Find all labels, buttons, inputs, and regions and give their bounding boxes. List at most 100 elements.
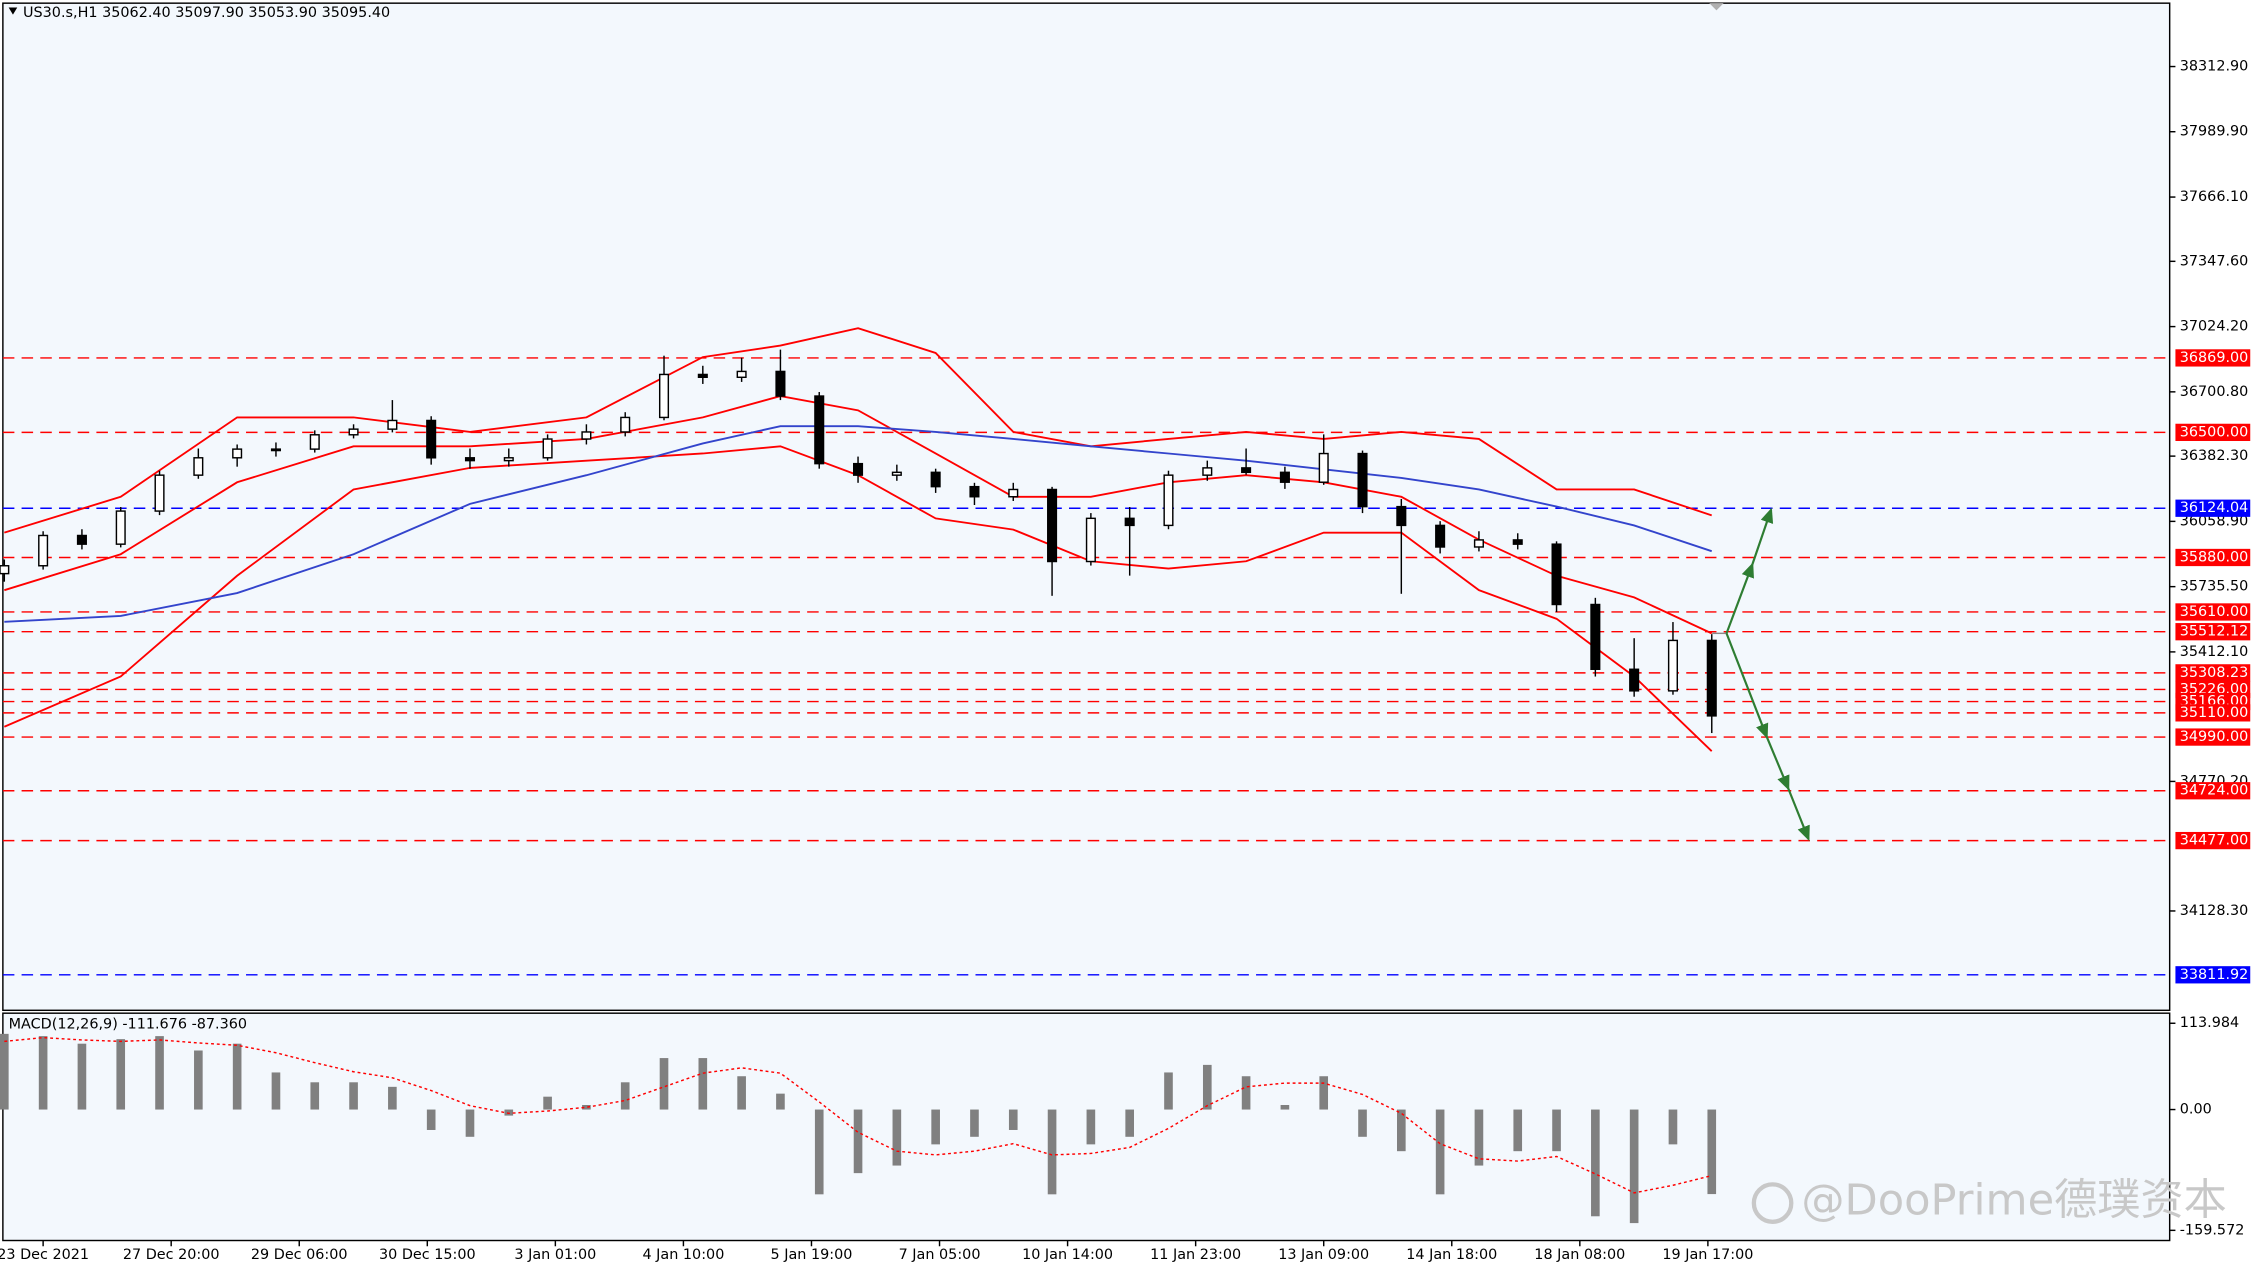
candle-body (1512, 539, 1523, 545)
candle-body (1318, 452, 1329, 483)
level-label-box (2175, 623, 2251, 641)
candle-body (464, 457, 476, 462)
chart-title: US30.s,H1 35062.40 35097.90 35053.90 350… (23, 5, 390, 21)
macd-bar (1358, 1109, 1367, 1137)
macd-bar (349, 1082, 358, 1110)
y-tick-label: 34128.30 (2180, 903, 2249, 919)
candle-body (1241, 467, 1252, 474)
macd-bar (1008, 1109, 1018, 1130)
macd-bar (232, 1043, 242, 1110)
candle-body (1590, 603, 1601, 670)
macd-bar (194, 1050, 203, 1110)
macd-bar (310, 1082, 320, 1110)
macd-bar (77, 1043, 87, 1110)
y-tick-label: 37989.90 (2180, 124, 2249, 140)
macd-bar (1435, 1109, 1445, 1195)
y-tick-label: 38312.90 (2180, 59, 2249, 75)
macd-bar (1552, 1109, 1561, 1152)
candle-body (1279, 471, 1290, 483)
level-label-box (2175, 664, 2251, 682)
level-label: 35110.00 (2180, 705, 2249, 721)
macd-bar (892, 1109, 902, 1166)
arrow (1725, 562, 1754, 634)
macd-y-tick-label: 0.00 (2180, 1102, 2212, 1118)
candle-body (697, 373, 708, 378)
macd-bar (1319, 1076, 1329, 1110)
logo (1751, 1182, 1794, 1224)
y-tick-label: 37024.20 (2180, 319, 2249, 335)
candle-body (658, 373, 670, 419)
x-tick-label: 4 Jan 10:00 (642, 1247, 724, 1263)
candle-body (193, 457, 204, 476)
level-label-box (2175, 548, 2251, 567)
candle-body (0, 565, 10, 575)
collapse-icon[interactable] (8, 7, 18, 15)
x-tick-label: 19 Jan 17:00 (1662, 1247, 1753, 1263)
macd-bar (1047, 1109, 1057, 1195)
plot: 38312.90 37989.90 37666.10 37347.60 37024.20… (0, 59, 2251, 1263)
macd-bar (426, 1109, 436, 1130)
candle-body (620, 416, 631, 433)
macd-bar (1629, 1109, 1639, 1224)
candle-body (1047, 488, 1058, 563)
macd-bar (38, 1036, 48, 1110)
candle-body (1667, 639, 1678, 692)
macd-bar (116, 1039, 126, 1110)
y-tick-label: 35735.50 (2180, 579, 2249, 595)
candle-body (853, 462, 864, 476)
arrow (1725, 632, 1769, 739)
indicator-line (4, 327, 1713, 534)
shift-marker (1709, 3, 1724, 11)
macd-bar (1474, 1109, 1484, 1166)
candle-body (1396, 505, 1407, 527)
macd-bar (504, 1109, 514, 1116)
level-label: 33811.92 (2180, 967, 2249, 983)
candle-body (270, 448, 281, 452)
candle-body (1435, 524, 1446, 548)
macd-bar (388, 1086, 397, 1110)
macd-bar (543, 1096, 552, 1110)
level-label-box (2175, 728, 2251, 746)
macd-bar (659, 1058, 669, 1110)
macd-bar (0, 1033, 9, 1110)
x-tick-label: 18 Jan 08:00 (1534, 1247, 1625, 1263)
macd-bar (465, 1109, 475, 1137)
candle-body (1473, 539, 1484, 548)
candle-body (76, 534, 87, 545)
candle-body (1163, 474, 1174, 527)
macd-bar (1397, 1109, 1406, 1152)
level-label-box (2175, 704, 2251, 722)
candle-body (814, 395, 825, 465)
arrow (1787, 788, 1810, 842)
x-tick-label: 5 Jan 19:00 (771, 1247, 853, 1263)
candle-body (736, 370, 747, 378)
x-tick-label: 23 Dec 2021 (0, 1247, 89, 1263)
macd-bar (853, 1109, 863, 1174)
macd-bar (1241, 1076, 1251, 1110)
macd-bar (271, 1072, 281, 1110)
level-label: 36124.04 (2180, 500, 2249, 516)
candle-body (930, 471, 941, 488)
macd-bar (1513, 1109, 1523, 1152)
level-label: 36500.00 (2180, 424, 2249, 440)
candle-body (1357, 452, 1368, 508)
candle-body (969, 485, 980, 498)
projection-arrows (1712, 507, 1810, 842)
x-tick-label: 11 Jan 23:00 (1150, 1247, 1241, 1263)
level-label-box (2175, 423, 2251, 442)
candle-body (1202, 467, 1213, 476)
candle-body (1629, 668, 1640, 692)
candle-body (1085, 517, 1096, 563)
candle-body (1008, 488, 1019, 498)
macd-bar (155, 1036, 164, 1110)
watermark: @DooPrime德璞资本 (1751, 1176, 2227, 1226)
candle-body (154, 474, 165, 512)
x-tick-label: 3 Jan 01:00 (514, 1247, 596, 1263)
indicator-line (3, 445, 1713, 752)
x-tick-label: 10 Jan 14:00 (1022, 1247, 1113, 1263)
x-tick-label: 14 Jan 18:00 (1406, 1247, 1497, 1263)
candle-body (387, 419, 398, 430)
level-label: 34724.00 (2180, 783, 2249, 799)
y-tick-label: 36382.30 (2180, 448, 2249, 464)
